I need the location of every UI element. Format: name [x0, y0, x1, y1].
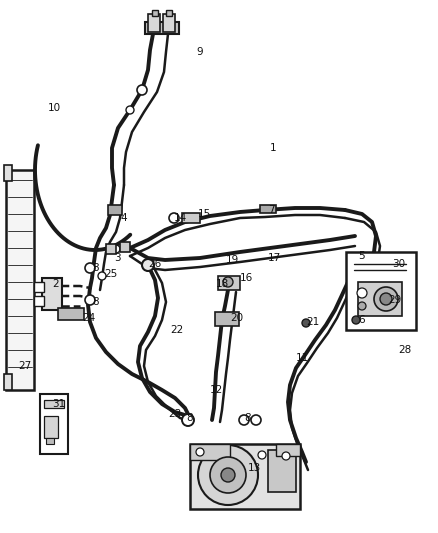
Circle shape — [374, 287, 398, 311]
Text: 17: 17 — [268, 253, 281, 263]
Text: 3: 3 — [114, 253, 120, 263]
Circle shape — [85, 295, 95, 305]
Text: 5: 5 — [358, 251, 364, 261]
Text: 8: 8 — [92, 297, 99, 307]
Circle shape — [282, 452, 290, 460]
Text: 20: 20 — [230, 313, 243, 323]
Text: 23: 23 — [168, 409, 181, 419]
Circle shape — [251, 415, 261, 425]
Text: 16: 16 — [240, 273, 253, 283]
Circle shape — [98, 272, 106, 280]
Bar — [108, 205, 122, 215]
Bar — [4, 374, 12, 390]
Bar — [40, 394, 68, 454]
Text: 26: 26 — [148, 259, 161, 269]
Bar — [182, 213, 200, 223]
Circle shape — [210, 457, 246, 493]
Circle shape — [258, 451, 266, 459]
Bar — [44, 400, 64, 408]
Bar — [58, 308, 84, 320]
Circle shape — [85, 263, 95, 273]
Circle shape — [221, 468, 235, 482]
Circle shape — [357, 288, 367, 298]
Bar — [44, 416, 58, 438]
Circle shape — [169, 213, 179, 223]
Bar — [218, 276, 240, 290]
Bar — [120, 242, 130, 252]
Bar — [34, 296, 44, 306]
Text: 1: 1 — [270, 143, 277, 153]
Text: 31: 31 — [52, 399, 65, 409]
Text: 24: 24 — [82, 313, 95, 323]
Bar — [268, 450, 296, 492]
Bar — [152, 10, 158, 16]
Text: 10: 10 — [48, 103, 61, 113]
Bar — [34, 282, 44, 292]
Text: 27: 27 — [18, 361, 31, 371]
Text: 9: 9 — [196, 47, 203, 57]
Text: 22: 22 — [170, 325, 183, 335]
Text: 13: 13 — [248, 463, 261, 473]
Bar — [145, 22, 179, 34]
Circle shape — [126, 106, 134, 114]
Text: 21: 21 — [306, 317, 319, 327]
Bar — [166, 10, 172, 16]
Text: 6: 6 — [358, 315, 364, 325]
Text: 2: 2 — [52, 279, 59, 289]
Text: 28: 28 — [398, 345, 411, 355]
Bar — [215, 312, 239, 326]
Text: 8: 8 — [92, 263, 99, 273]
Text: 19: 19 — [226, 255, 239, 265]
Bar — [6, 170, 34, 390]
Bar — [260, 205, 276, 213]
Circle shape — [358, 302, 366, 310]
Text: 15: 15 — [198, 209, 211, 219]
Circle shape — [142, 259, 154, 271]
Text: 8: 8 — [186, 413, 193, 423]
Text: 14: 14 — [174, 213, 187, 223]
Text: 11: 11 — [296, 353, 309, 363]
Bar — [4, 165, 12, 181]
Circle shape — [302, 319, 310, 327]
Bar — [358, 282, 402, 316]
Circle shape — [137, 85, 147, 95]
Circle shape — [352, 316, 360, 324]
Text: 8: 8 — [244, 413, 251, 423]
Bar — [190, 444, 300, 509]
Text: 25: 25 — [104, 269, 117, 279]
Text: 30: 30 — [392, 259, 405, 269]
Bar — [163, 14, 175, 32]
Circle shape — [380, 293, 392, 305]
Circle shape — [239, 415, 249, 425]
Bar — [346, 252, 416, 330]
Text: 7: 7 — [268, 205, 275, 215]
Text: 18: 18 — [216, 279, 229, 289]
Text: 29: 29 — [388, 295, 401, 305]
Circle shape — [112, 245, 120, 253]
Bar — [106, 244, 116, 254]
Circle shape — [196, 448, 204, 456]
Text: 4: 4 — [120, 213, 127, 223]
Bar — [148, 14, 160, 32]
Bar — [190, 444, 230, 460]
Circle shape — [198, 445, 258, 505]
Bar — [42, 278, 62, 310]
Bar — [46, 438, 54, 444]
Text: 12: 12 — [210, 385, 223, 395]
Circle shape — [182, 414, 194, 426]
Circle shape — [223, 277, 233, 287]
Bar — [276, 444, 300, 456]
